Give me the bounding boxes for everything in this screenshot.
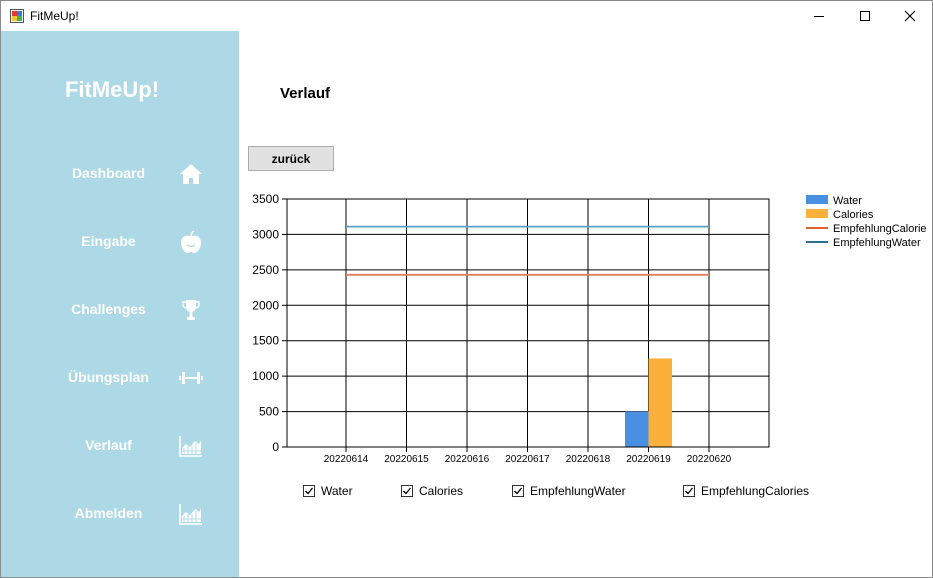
filter-checkbox-empfehlung-calories[interactable]: EmpfehlungCalories <box>683 483 809 499</box>
bar-calories <box>648 358 672 447</box>
nav-item-label: Abmelden <box>74 505 143 521</box>
minimize-icon <box>814 16 824 17</box>
history-chart: 0 500 1000 1500 2000 2500 3000 3500 20220614 2022… <box>252 192 926 465</box>
maximize-icon <box>860 11 870 21</box>
checkbox-box[interactable] <box>512 485 524 497</box>
x-tick-label: 20220614 <box>324 454 369 465</box>
nav-item-uebungsplan[interactable]: Übungsplan <box>1 357 239 397</box>
y-tick-label: 0 <box>272 440 279 454</box>
nav-item-eingabe[interactable]: Eingabe <box>1 221 239 261</box>
x-tick-label: 20220619 <box>626 454 671 465</box>
chart-icon <box>178 433 204 459</box>
check-mark-icon <box>514 487 523 495</box>
nav-item-label: Challenges <box>71 301 146 317</box>
y-tick-label: 1000 <box>252 369 279 383</box>
nav-item-label: Eingabe <box>81 233 136 249</box>
window-title: FitMeUp! <box>30 9 79 23</box>
y-tick-label: 3000 <box>252 227 279 241</box>
app-icon <box>10 9 24 23</box>
nav-item-abmelden[interactable]: Abmelden <box>1 493 239 533</box>
check-mark-icon <box>403 487 412 495</box>
nav-item-label: Dashboard <box>71 165 146 181</box>
nav-item-challenges[interactable]: Challenges <box>1 289 239 329</box>
x-tick-label: 20220620 <box>687 454 732 465</box>
legend-label: EmpfehlungWater <box>833 237 921 249</box>
checkbox-label: EmpfehlungCalories <box>701 484 810 498</box>
apple-icon <box>178 229 204 255</box>
plot-border <box>286 198 770 448</box>
close-icon <box>904 10 916 22</box>
legend-label: Calories <box>833 209 874 221</box>
filter-checkbox-water[interactable]: Water <box>303 483 353 499</box>
y-tick-label: 500 <box>259 405 279 419</box>
x-tick-label: 20220615 <box>384 454 429 465</box>
home-icon <box>178 161 204 187</box>
title-bar: FitMeUp! <box>1 1 932 31</box>
checkbox-label: Water <box>321 484 353 498</box>
y-tick-label: 2000 <box>252 298 279 312</box>
y-tick-label: 1500 <box>252 334 279 348</box>
maximize-button[interactable] <box>842 1 888 31</box>
brand-title: FitMeUp! <box>64 77 160 102</box>
nav-item-label: Verlauf <box>85 437 132 453</box>
nav-item-dashboard[interactable]: Dashboard <box>1 153 239 193</box>
x-tick-label: 20220618 <box>566 454 611 465</box>
legend-swatch <box>806 209 828 218</box>
legend-label: EmpfehlungCalories <box>833 223 926 235</box>
bar-water <box>625 411 649 447</box>
nav-item-label: Übungsplan <box>68 369 149 385</box>
checkbox-box[interactable] <box>683 485 695 497</box>
filter-checkbox-empfehlung-water[interactable]: EmpfehlungWater <box>512 483 626 499</box>
check-mark-icon <box>305 487 314 495</box>
chart-icon <box>178 501 204 527</box>
y-tick-label: 3500 <box>252 192 279 206</box>
filter-checkbox-calories[interactable]: Calories <box>401 483 463 499</box>
minimize-button[interactable] <box>796 1 842 31</box>
nav-item-verlauf[interactable]: Verlauf <box>1 425 239 465</box>
legend-label: Water <box>833 195 862 207</box>
x-tick-label: 20220616 <box>445 454 490 465</box>
legend-swatch <box>806 195 828 204</box>
back-button[interactable]: zurück <box>248 146 334 171</box>
checkbox-label: Calories <box>419 484 464 498</box>
check-mark-icon <box>685 487 694 495</box>
checkbox-box[interactable] <box>303 485 315 497</box>
dumbbell-icon <box>178 365 204 391</box>
checkbox-box[interactable] <box>401 485 413 497</box>
page-title: Verlauf <box>280 85 331 102</box>
trophy-icon <box>178 297 204 323</box>
close-button[interactable] <box>887 1 932 31</box>
y-tick-label: 2500 <box>252 263 279 277</box>
checkbox-label: EmpfehlungWater <box>530 484 626 498</box>
x-tick-label: 20220617 <box>505 454 550 465</box>
sidebar: FitMeUp! Dashboard Eingabe Challenges <box>1 31 239 577</box>
